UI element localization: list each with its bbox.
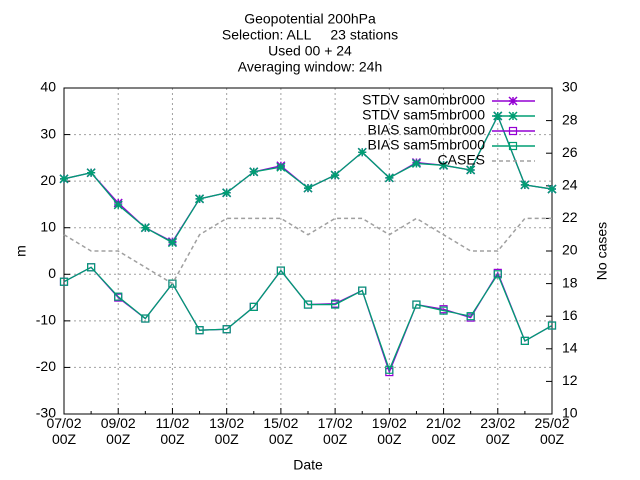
series-line: [63, 266, 553, 372]
x-tick-label: 23/02 00Z: [480, 415, 515, 447]
marker: [357, 147, 367, 157]
marker: [195, 194, 205, 204]
legend-label: BIAS sam5mbr000: [368, 137, 486, 153]
marker: [358, 286, 367, 295]
marker: [195, 326, 204, 335]
y2-tick-label: 10: [562, 405, 578, 421]
chart-title: Selection: ALL 23 stations: [222, 27, 398, 43]
x-tick-label: 13/02 00Z: [209, 415, 244, 447]
y2-axis-label: No cases: [594, 222, 610, 280]
marker: [439, 160, 449, 170]
y2-tick-label: 16: [562, 307, 578, 323]
series-line: [63, 217, 552, 285]
y2-tick-label: 12: [562, 372, 578, 388]
y-tick-label: 0: [48, 265, 56, 281]
marker: [222, 188, 232, 198]
marker: [59, 277, 69, 286]
marker: [520, 336, 529, 345]
y-tick-label: 20: [40, 172, 56, 188]
marker: [222, 325, 231, 334]
marker: [140, 223, 150, 233]
legend-label: STDV sam5mbr000: [362, 107, 485, 123]
legend-label: CASES: [438, 152, 485, 168]
x-axis-label: Date: [293, 457, 323, 473]
marker: [384, 173, 394, 183]
marker: [412, 300, 421, 309]
marker: [168, 279, 177, 288]
y2-tick-label: 30: [562, 79, 578, 95]
marker: [167, 238, 177, 248]
marker: [249, 302, 258, 311]
x-tick-label: 15/02 00Z: [263, 415, 298, 447]
marker: [547, 321, 557, 330]
chart-title: Geopotential 200hPa: [244, 11, 376, 27]
marker: [520, 180, 530, 190]
legend-marker: [508, 111, 518, 121]
marker: [547, 184, 557, 194]
y-tick-label: -20: [36, 358, 56, 374]
legend-label: BIAS sam0mbr000: [368, 122, 486, 138]
marker: [466, 312, 475, 321]
y-tick-label: 30: [40, 125, 56, 141]
y-tick-label: -30: [36, 405, 56, 421]
marker: [113, 200, 123, 210]
x-tick-label: 21/02 00Z: [426, 415, 461, 447]
legend-marker: [508, 126, 518, 136]
legend-marker: [508, 141, 518, 151]
x-tick-label: 09/02 00Z: [101, 415, 136, 447]
marker: [385, 365, 394, 374]
y2-tick-label: 26: [562, 144, 578, 160]
y-tick-label: 10: [40, 218, 56, 234]
marker: [87, 263, 96, 272]
marker: [114, 292, 123, 301]
y-tick-label: 40: [40, 79, 56, 95]
legend-label: STDV sam0mbr000: [362, 92, 485, 108]
marker: [411, 158, 421, 168]
x-tick-label: 25/02 00Z: [534, 415, 569, 447]
x-tick-label: 19/02 00Z: [372, 415, 407, 447]
x-tick-label: 07/02 00Z: [46, 415, 81, 447]
y2-tick-label: 22: [562, 209, 578, 225]
marker: [276, 162, 286, 172]
y-axis-label: m: [13, 245, 29, 257]
legend-marker: [508, 96, 518, 106]
marker: [303, 300, 313, 309]
marker: [59, 174, 69, 184]
y2-tick-label: 14: [562, 340, 578, 356]
chart-title: Averaging window: 24h: [238, 59, 383, 75]
marker: [276, 266, 285, 275]
marker: [439, 306, 448, 315]
marker: [331, 300, 340, 309]
series-line: [63, 266, 553, 374]
plot-frame: [63, 87, 553, 415]
marker: [330, 170, 340, 180]
x-tick-label: 17/02 00Z: [318, 415, 353, 447]
y-tick-label: -10: [36, 312, 56, 328]
chart-title: Used 00 + 24: [268, 43, 352, 59]
y2-tick-label: 20: [562, 242, 578, 258]
y2-tick-label: 18: [562, 274, 578, 290]
x-tick-label: 11/02 00Z: [155, 415, 189, 447]
marker: [493, 270, 502, 279]
y2-tick-label: 24: [562, 177, 578, 193]
marker: [86, 168, 96, 178]
y2-tick-label: 28: [562, 111, 578, 127]
marker: [141, 314, 150, 323]
marker: [466, 165, 476, 175]
marker: [303, 183, 313, 193]
marker: [249, 167, 259, 177]
